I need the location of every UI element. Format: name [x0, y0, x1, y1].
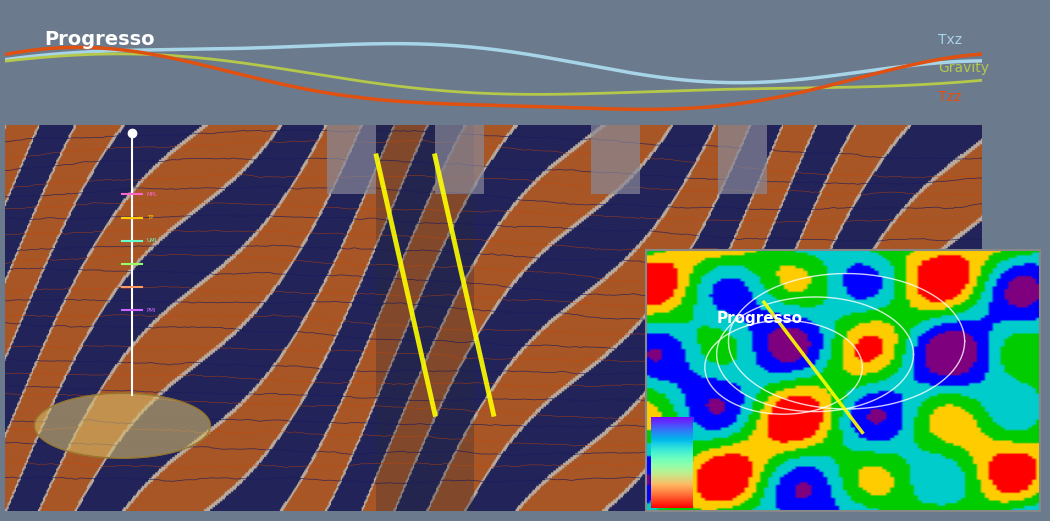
Polygon shape [35, 393, 210, 458]
Bar [718, 125, 766, 194]
Text: UMI: UMI [147, 238, 157, 243]
Text: Tzz: Tzz [938, 90, 961, 104]
Bar [435, 125, 484, 194]
Bar [591, 125, 640, 194]
Bar [376, 125, 474, 511]
Text: MPL: MPL [147, 192, 157, 197]
Text: TP: TP [147, 215, 153, 220]
Text: Txz: Txz [938, 33, 962, 46]
Text: Gravity: Gravity [938, 61, 989, 75]
Text: Tzz: Tzz [653, 472, 670, 481]
Text: Progresso: Progresso [716, 311, 802, 326]
Text: Progresso: Progresso [44, 30, 155, 49]
Bar [328, 125, 376, 194]
Text: Eotvos: Eotvos [653, 488, 681, 497]
Text: PMI: PMI [147, 307, 156, 313]
